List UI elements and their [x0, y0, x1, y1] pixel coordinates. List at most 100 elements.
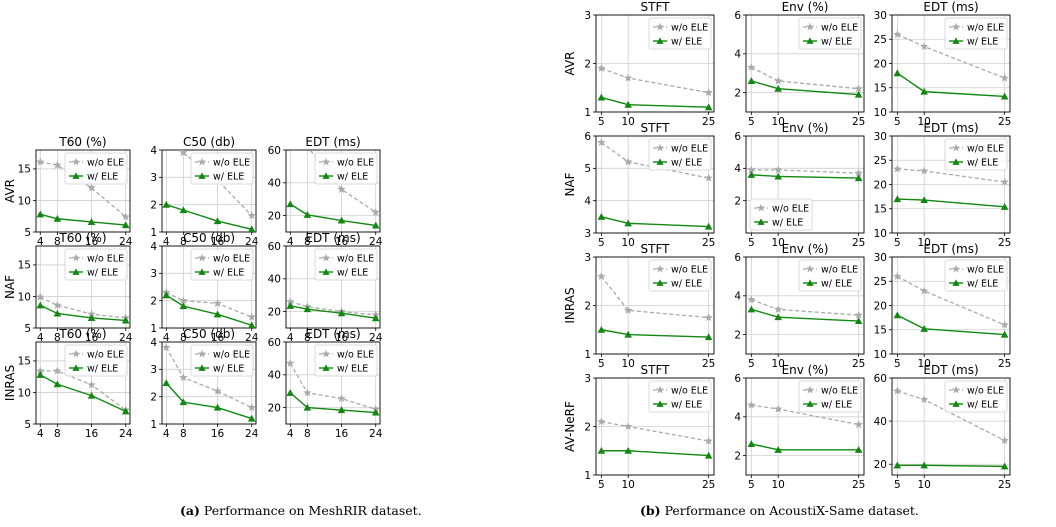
marker-with-ele: [893, 195, 902, 203]
marker-without-ele: [747, 165, 756, 174]
subplot-b-1-1: 2 4 6 5 10 25 Env (%) w/o ELE w/ ELE: [734, 121, 865, 249]
series-layer: [747, 400, 863, 453]
y-tick-label: 10: [874, 107, 887, 119]
legend-marker-with-ele: [952, 279, 960, 286]
series-line-with-ele: [897, 464, 1005, 468]
marker-without-ele: [36, 366, 45, 375]
y-tick-label: 3: [584, 10, 591, 22]
legend-marker-without-ele: [952, 22, 960, 31]
marker-without-ele: [893, 30, 902, 38]
subplot-title: EDT (ms): [305, 135, 360, 149]
x-tick-label: 16: [211, 428, 225, 440]
legend-marker-without-ele: [322, 157, 330, 166]
marker-without-ele: [36, 157, 45, 166]
x-tick-label: 10: [917, 237, 930, 249]
series-line-with-ele: [290, 305, 376, 319]
legend-marker-with-ele: [656, 158, 664, 165]
y-tick-label: 60: [268, 145, 281, 157]
marker-without-ele: [1000, 320, 1009, 329]
y-tick-label: 6: [734, 10, 741, 22]
x-tick-label: 16: [211, 332, 225, 344]
series-layer: [893, 164, 1009, 210]
marker-without-ele: [87, 309, 96, 318]
marker-with-ele: [854, 317, 863, 325]
y-tick-label: 2: [734, 195, 741, 207]
marker-without-ele: [247, 312, 256, 321]
marker-without-ele: [121, 212, 130, 221]
caption-a-label: (a): [180, 503, 200, 518]
series-line-with-ele: [165, 294, 252, 326]
x-tick-label: 25: [998, 237, 1011, 249]
x-tick-label: 24: [369, 332, 383, 344]
marker-without-ele: [1000, 177, 1009, 186]
series-layer: [597, 417, 713, 459]
marker-without-ele: [87, 380, 96, 389]
legend: w/o ELE w/ ELE: [798, 17, 862, 50]
marker-without-ele: [597, 272, 606, 280]
subplot-b-0-0: 1 2 3 5 10 25 STFT AVR w/o ELE w/ ELE: [563, 0, 715, 128]
legend-label-with-ele: w/ ELE: [772, 218, 803, 229]
y-tick-label: 30: [874, 252, 887, 264]
series-line-without-ele: [751, 169, 859, 174]
marker-without-ele: [854, 420, 863, 429]
legend: w/o ELE w/ ELE: [64, 152, 128, 185]
legend-label-with-ele: w/ ELE: [213, 364, 244, 375]
y-tick-label: 40: [874, 416, 887, 428]
legend-marker-with-ele: [952, 37, 960, 44]
row-label: INRAS: [563, 287, 577, 323]
legend-marker-without-ele: [656, 264, 664, 273]
marker-without-ele: [337, 184, 346, 193]
y-tick-label: 40: [268, 274, 281, 286]
marker-without-ele: [893, 164, 902, 173]
marker-without-ele: [286, 358, 295, 367]
x-tick-label: 4: [287, 332, 294, 344]
marker-with-ele: [893, 69, 902, 77]
legend-label-with-ele: w/ ELE: [967, 400, 998, 411]
legend-marker-without-ele: [806, 22, 814, 31]
y-tick-label: 4: [584, 195, 591, 207]
marker-with-ele: [774, 172, 782, 180]
x-tick-label: 24: [369, 428, 383, 440]
legend-marker-with-ele: [198, 268, 206, 275]
marker-with-ele: [247, 414, 256, 422]
legend-label-without-ele: w/o ELE: [87, 158, 124, 169]
legend-marker-without-ele: [656, 22, 664, 31]
y-tick-label: 10: [18, 387, 31, 399]
y-tick-label: 3: [584, 228, 591, 240]
y-tick-label: 2: [584, 421, 591, 433]
y-tick-label: 5: [24, 227, 31, 239]
series-line-without-ele: [40, 370, 127, 411]
legend-label-with-ele: w/ ELE: [87, 268, 118, 279]
legend-marker-with-ele: [656, 279, 664, 286]
legend-marker-without-ele: [198, 157, 206, 166]
x-tick-label: 25: [702, 237, 715, 249]
marker-with-ele: [1000, 92, 1009, 100]
legend-label-with-ele: w/ ELE: [213, 172, 244, 183]
subplot-title: STFT: [641, 242, 671, 256]
caption-b: (b) Performance on AcoustiX-Same dataset…: [640, 503, 919, 518]
marker-with-ele: [213, 403, 222, 411]
series-line-without-ele: [751, 299, 859, 316]
x-tick-label: 5: [598, 479, 605, 491]
x-tick-label: 16: [335, 332, 349, 344]
row-label: AVR: [563, 52, 577, 76]
marker-with-ele: [53, 214, 62, 222]
marker-with-ele: [893, 311, 902, 319]
axes-frame: [161, 341, 257, 425]
marker-with-ele: [286, 302, 295, 309]
x-tick-label: 25: [998, 116, 1011, 128]
legend-label-without-ele: w/o ELE: [671, 265, 708, 276]
axes-frame: [35, 341, 131, 425]
marker-without-ele: [920, 42, 929, 51]
marker-with-ele: [121, 407, 130, 415]
marker-with-ele: [371, 408, 380, 416]
marker-with-ele: [36, 301, 45, 309]
marker-without-ele: [247, 211, 256, 220]
legend-marker-with-ele: [757, 218, 765, 225]
marker-without-ele: [286, 297, 295, 306]
series-layer: [893, 30, 1009, 100]
x-tick-label: 16: [85, 236, 99, 248]
